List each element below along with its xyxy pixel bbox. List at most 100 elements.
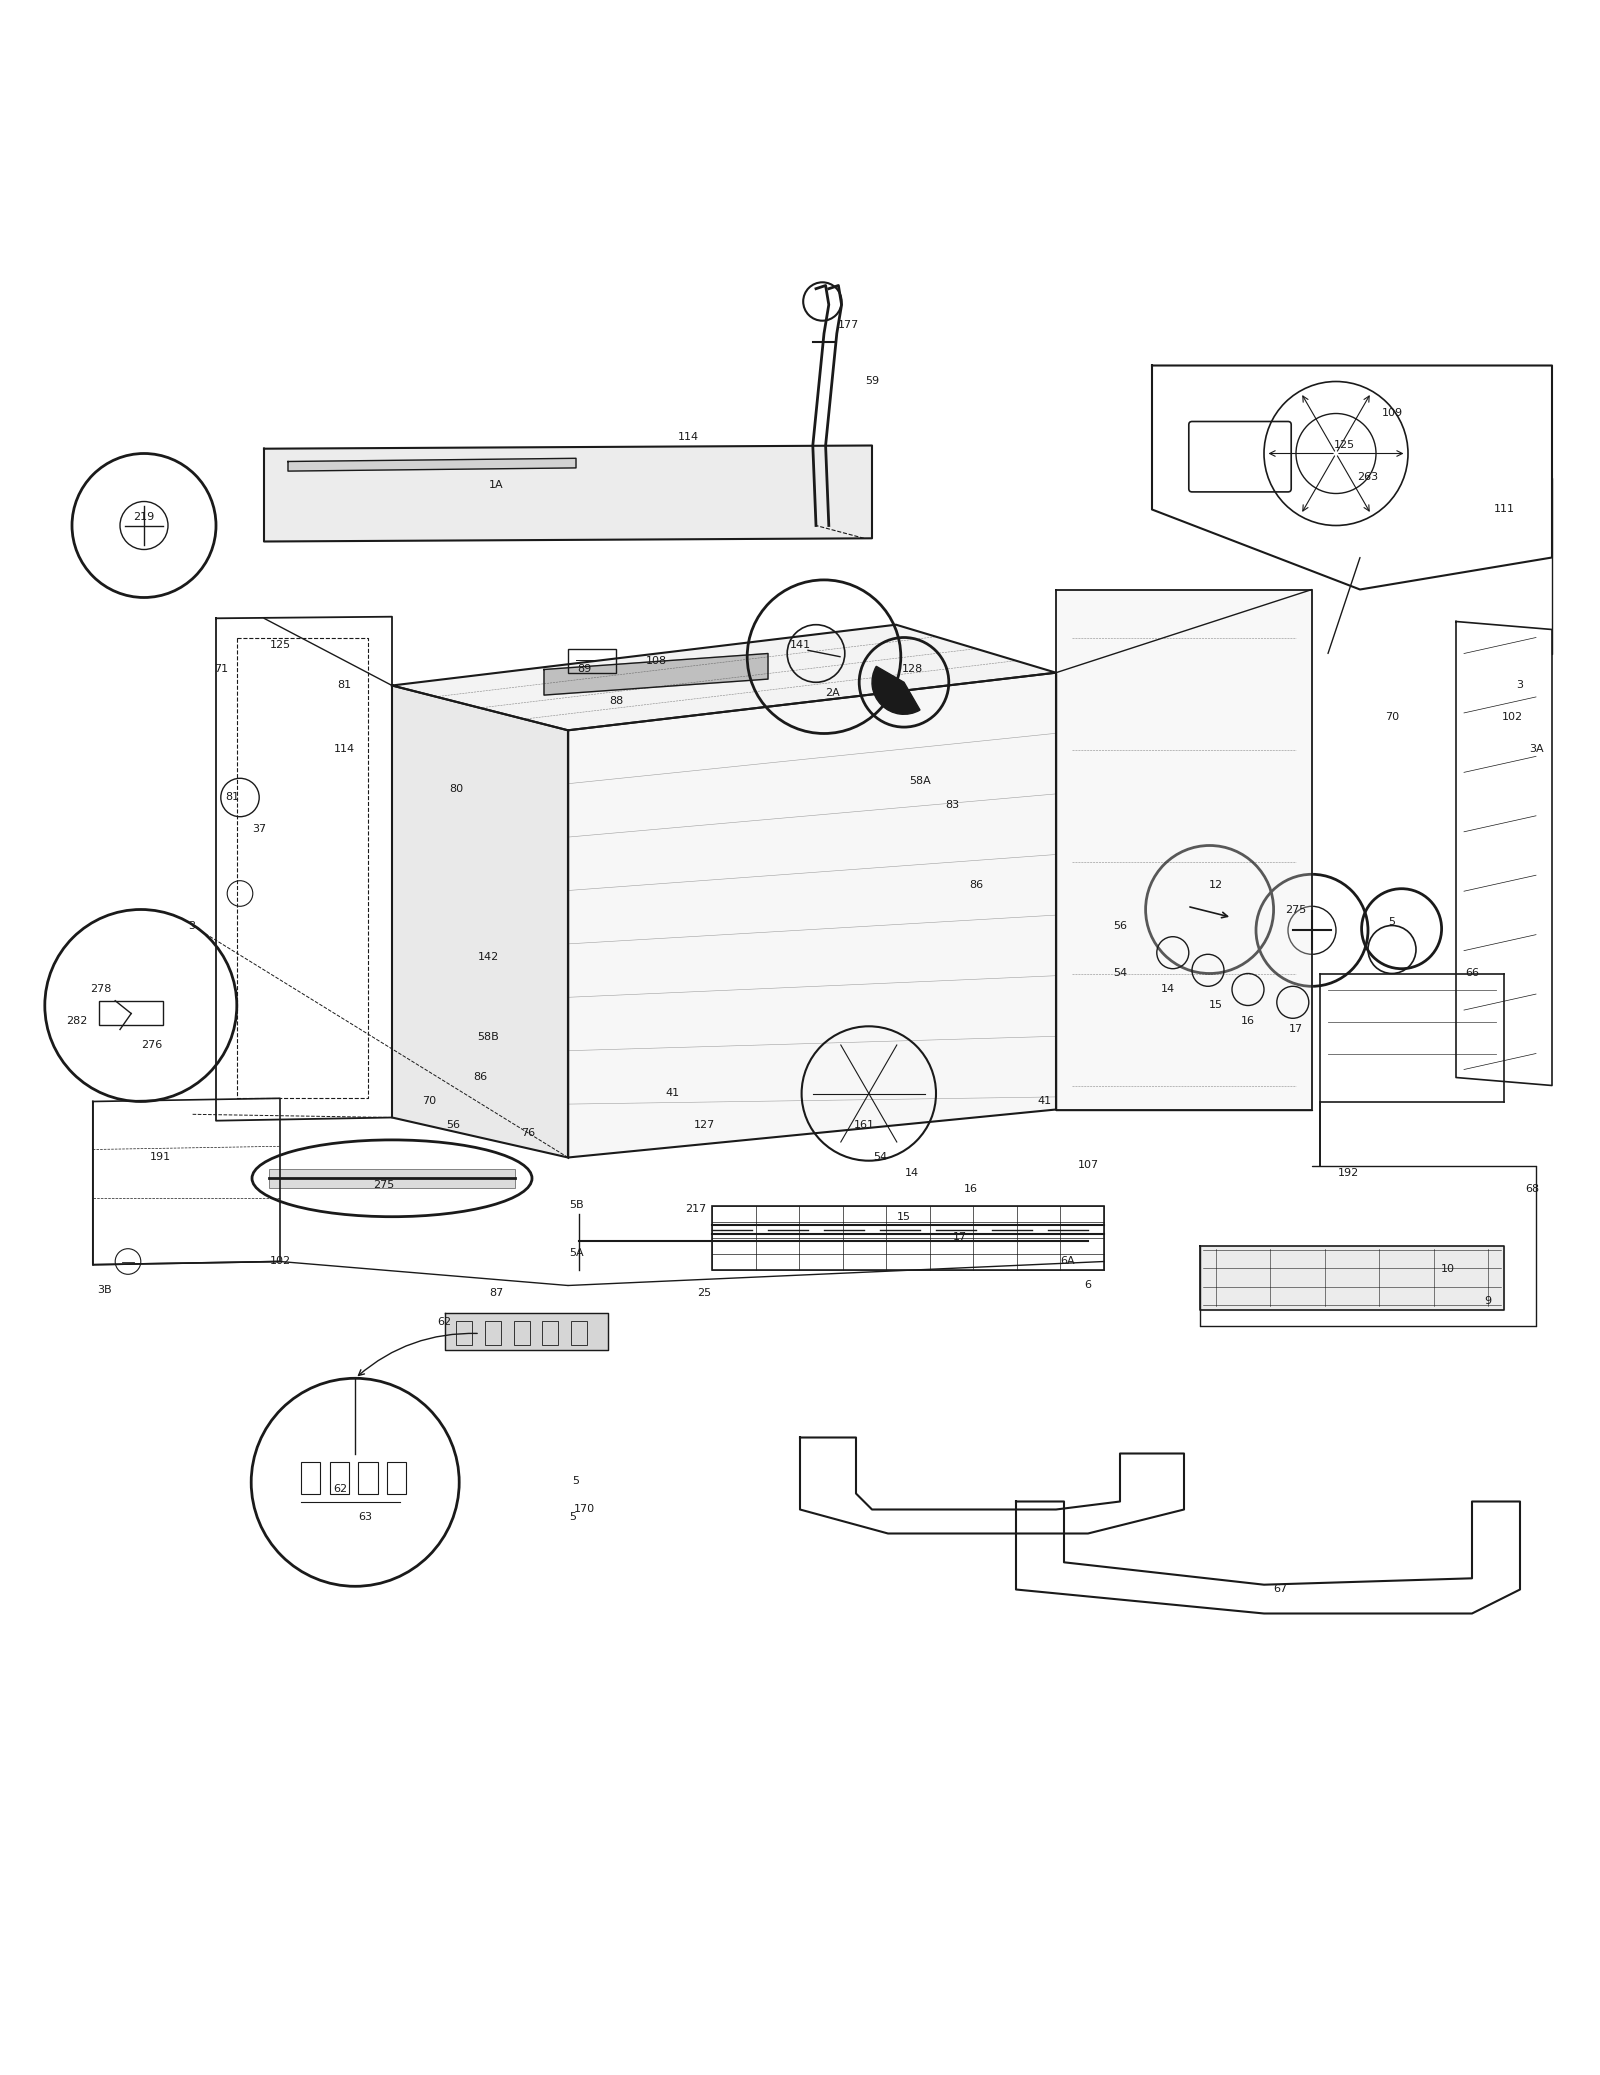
- Text: 3B: 3B: [96, 1284, 112, 1295]
- Text: 54: 54: [874, 1152, 886, 1162]
- Text: 107: 107: [1077, 1160, 1099, 1170]
- Polygon shape: [1056, 589, 1312, 1110]
- Text: 62: 62: [334, 1484, 347, 1494]
- Text: 111: 111: [1493, 504, 1515, 515]
- Text: 161: 161: [853, 1120, 875, 1131]
- Text: 282: 282: [66, 1017, 88, 1027]
- Text: 3A: 3A: [1528, 745, 1544, 755]
- Bar: [301, 1461, 320, 1494]
- Text: 67: 67: [1274, 1585, 1286, 1594]
- Text: 125: 125: [1333, 440, 1355, 450]
- Text: 114: 114: [677, 432, 699, 442]
- Text: 177: 177: [837, 320, 859, 330]
- Text: 56: 56: [446, 1120, 459, 1131]
- Text: 102: 102: [269, 1257, 291, 1266]
- Text: 86: 86: [474, 1073, 486, 1083]
- Text: 6A: 6A: [1059, 1257, 1075, 1266]
- Text: 108: 108: [645, 656, 667, 666]
- Text: 71: 71: [214, 664, 227, 674]
- Text: 263: 263: [1357, 473, 1379, 483]
- Bar: [358, 1461, 378, 1494]
- Bar: [269, 1168, 515, 1187]
- Text: 70: 70: [1386, 712, 1398, 722]
- Text: 16: 16: [965, 1185, 978, 1195]
- Polygon shape: [392, 685, 568, 1158]
- Text: 89: 89: [578, 664, 590, 674]
- Text: 14: 14: [906, 1168, 918, 1179]
- Polygon shape: [288, 459, 576, 471]
- Text: 15: 15: [1210, 1000, 1222, 1011]
- Text: 5: 5: [1389, 917, 1395, 928]
- Text: 2A: 2A: [824, 689, 840, 699]
- Bar: [514, 1320, 530, 1345]
- Text: 191: 191: [149, 1152, 171, 1162]
- Text: 125: 125: [269, 641, 291, 649]
- Text: 86: 86: [970, 880, 982, 890]
- Bar: [387, 1461, 406, 1494]
- Text: 17: 17: [954, 1233, 966, 1243]
- Bar: [568, 649, 616, 672]
- Text: 275: 275: [373, 1181, 395, 1189]
- Polygon shape: [568, 672, 1056, 1158]
- Text: 10: 10: [1442, 1264, 1454, 1274]
- Polygon shape: [445, 1313, 608, 1349]
- Text: 70: 70: [422, 1096, 435, 1106]
- Text: 63: 63: [358, 1513, 371, 1523]
- Text: 16: 16: [1242, 1017, 1254, 1027]
- Text: 219: 219: [133, 513, 155, 523]
- Text: 192: 192: [1338, 1168, 1360, 1179]
- Text: 276: 276: [141, 1040, 163, 1050]
- Text: 1A: 1A: [488, 481, 504, 490]
- Text: 128: 128: [901, 664, 923, 674]
- Polygon shape: [1200, 1245, 1504, 1309]
- Bar: [485, 1320, 501, 1345]
- Text: 142: 142: [477, 952, 499, 963]
- Text: 66: 66: [1466, 969, 1478, 979]
- Text: 129: 129: [885, 689, 907, 699]
- Wedge shape: [872, 666, 920, 714]
- Text: 114: 114: [333, 745, 355, 755]
- Text: 25: 25: [698, 1289, 710, 1299]
- Text: 6: 6: [1085, 1280, 1091, 1291]
- Text: 12: 12: [1210, 880, 1222, 890]
- Text: 9: 9: [1485, 1297, 1491, 1307]
- Text: 83: 83: [946, 801, 958, 811]
- Text: 17: 17: [1290, 1025, 1302, 1035]
- Polygon shape: [392, 625, 1056, 730]
- Text: 81: 81: [226, 793, 238, 803]
- Text: 109: 109: [1381, 409, 1403, 419]
- Bar: [99, 1000, 163, 1025]
- Text: 58A: 58A: [909, 776, 931, 786]
- Bar: [330, 1461, 349, 1494]
- Text: 170: 170: [573, 1504, 595, 1515]
- Text: 81: 81: [338, 681, 350, 691]
- Text: 3: 3: [1517, 681, 1523, 691]
- Text: 217: 217: [685, 1204, 707, 1214]
- Polygon shape: [264, 446, 872, 542]
- Text: 14: 14: [1162, 984, 1174, 994]
- Text: 127: 127: [693, 1120, 715, 1131]
- Text: 56: 56: [1114, 921, 1126, 930]
- Bar: [542, 1320, 558, 1345]
- Polygon shape: [544, 654, 768, 695]
- Bar: [712, 1206, 1104, 1270]
- Text: 59: 59: [866, 376, 878, 386]
- Text: 275: 275: [1285, 905, 1307, 915]
- Text: 5: 5: [573, 1475, 579, 1486]
- Text: 3: 3: [189, 921, 195, 930]
- Text: 102: 102: [1501, 712, 1523, 722]
- Text: 41: 41: [666, 1089, 678, 1098]
- Text: 58B: 58B: [477, 1033, 499, 1042]
- Text: 80: 80: [450, 784, 462, 795]
- Bar: [456, 1320, 472, 1345]
- Text: 41: 41: [1038, 1096, 1051, 1106]
- Text: 37: 37: [253, 824, 266, 834]
- Text: 15: 15: [898, 1212, 910, 1222]
- Text: 87: 87: [490, 1289, 502, 1299]
- Text: 5: 5: [570, 1513, 576, 1523]
- Text: 88: 88: [610, 697, 622, 706]
- Text: 278: 278: [90, 984, 112, 994]
- Text: 76: 76: [522, 1129, 534, 1139]
- Bar: [571, 1320, 587, 1345]
- Text: 62: 62: [438, 1318, 451, 1328]
